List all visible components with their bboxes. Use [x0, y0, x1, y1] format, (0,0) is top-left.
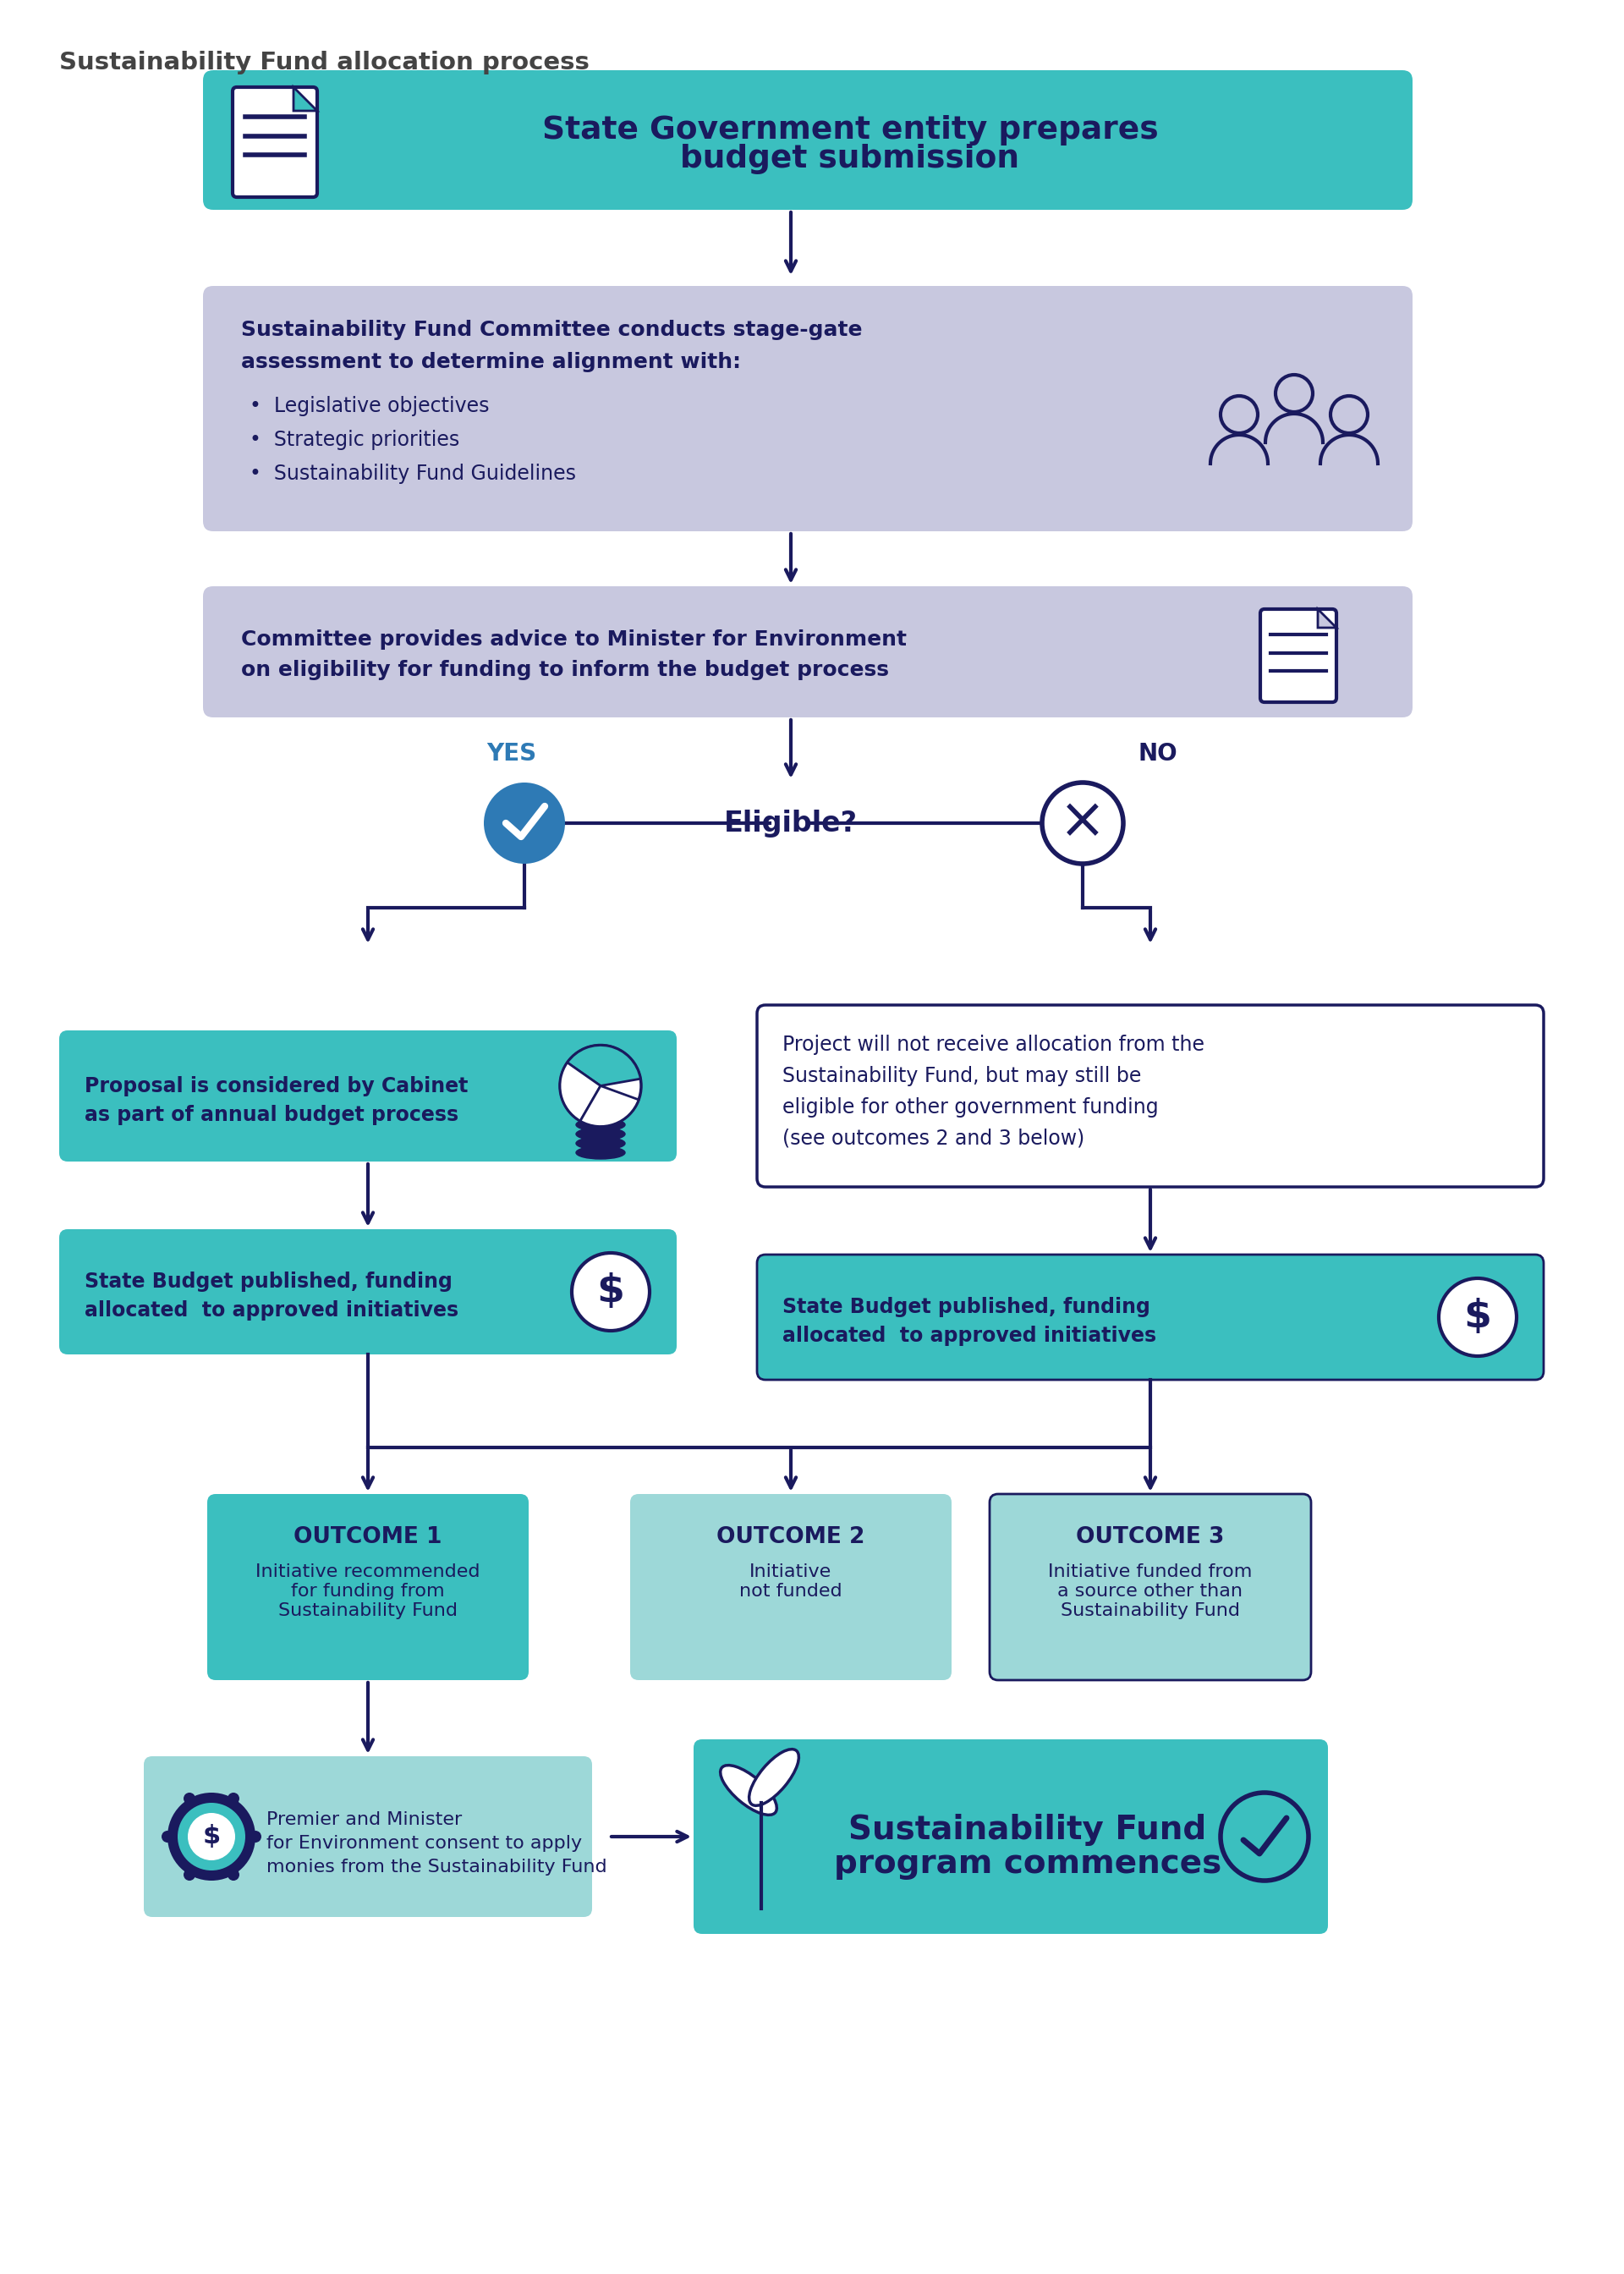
Text: OUTCOME 2: OUTCOME 2: [716, 1526, 866, 1549]
Circle shape: [184, 1792, 195, 1806]
Circle shape: [250, 1831, 261, 1842]
Ellipse shape: [577, 1137, 625, 1151]
Text: Initiative recommended
for funding from
Sustainability Fund: Initiative recommended for funding from …: [255, 1565, 481, 1619]
Text: (see outcomes 2 and 3 below): (see outcomes 2 and 3 below): [783, 1128, 1085, 1148]
FancyBboxPatch shape: [1260, 609, 1337, 703]
Text: State Budget published, funding: State Budget published, funding: [783, 1296, 1150, 1317]
Text: Initiative
not funded: Initiative not funded: [739, 1565, 843, 1601]
Ellipse shape: [577, 1146, 625, 1160]
Circle shape: [188, 1812, 235, 1860]
Text: allocated  to approved initiatives: allocated to approved initiatives: [84, 1301, 458, 1321]
Text: Project will not receive allocation from the: Project will not receive allocation from…: [783, 1035, 1205, 1055]
Polygon shape: [1317, 609, 1337, 628]
Circle shape: [572, 1253, 650, 1330]
Text: •  Legislative objectives: • Legislative objectives: [250, 396, 489, 416]
Text: Committee provides advice to Minister for Environment: Committee provides advice to Minister fo…: [240, 630, 906, 650]
Text: Sustainability Fund Committee conducts stage-gate: Sustainability Fund Committee conducts s…: [240, 321, 862, 341]
Text: State Government entity prepares: State Government entity prepares: [542, 114, 1158, 146]
Circle shape: [227, 1869, 239, 1881]
Text: Sustainability Fund, but may still be: Sustainability Fund, but may still be: [783, 1067, 1142, 1087]
Text: Premier and Minister: Premier and Minister: [266, 1812, 463, 1828]
Text: budget submission: budget submission: [680, 143, 1020, 173]
Wedge shape: [560, 1062, 601, 1121]
Circle shape: [560, 1046, 641, 1126]
Circle shape: [161, 1831, 174, 1842]
Ellipse shape: [721, 1765, 776, 1815]
FancyBboxPatch shape: [630, 1494, 952, 1680]
Text: •  Strategic priorities: • Strategic priorities: [250, 430, 460, 450]
FancyBboxPatch shape: [232, 86, 317, 198]
Text: Sustainability Fund allocation process: Sustainability Fund allocation process: [58, 50, 590, 75]
Text: Initiative funded from
a source other than
Sustainability Fund: Initiative funded from a source other th…: [1047, 1565, 1252, 1619]
FancyBboxPatch shape: [203, 70, 1413, 209]
Text: NO: NO: [1138, 741, 1177, 766]
Text: ×: ×: [1059, 794, 1106, 850]
Circle shape: [177, 1803, 245, 1872]
Text: eligible for other government funding: eligible for other government funding: [783, 1098, 1158, 1117]
Text: for Environment consent to apply: for Environment consent to apply: [266, 1835, 581, 1851]
Text: Sustainability Fund: Sustainability Fund: [849, 1815, 1207, 1846]
Text: as part of annual budget process: as part of annual budget process: [84, 1105, 458, 1126]
FancyBboxPatch shape: [989, 1494, 1311, 1680]
FancyBboxPatch shape: [203, 587, 1413, 716]
Text: Eligible?: Eligible?: [724, 810, 857, 837]
Text: $: $: [1463, 1298, 1491, 1337]
Text: •  Sustainability Fund Guidelines: • Sustainability Fund Guidelines: [250, 464, 577, 484]
Ellipse shape: [749, 1749, 799, 1806]
Text: Proposal is considered by Cabinet: Proposal is considered by Cabinet: [84, 1076, 468, 1096]
Polygon shape: [294, 86, 317, 111]
Text: $: $: [203, 1824, 221, 1849]
Circle shape: [1439, 1278, 1517, 1355]
Text: OUTCOME 1: OUTCOME 1: [294, 1526, 442, 1549]
FancyBboxPatch shape: [203, 287, 1413, 532]
Text: State Budget published, funding: State Budget published, funding: [84, 1271, 453, 1292]
FancyBboxPatch shape: [757, 1005, 1544, 1187]
Text: OUTCOME 3: OUTCOME 3: [1077, 1526, 1224, 1549]
Wedge shape: [567, 1046, 640, 1085]
Text: YES: YES: [487, 741, 538, 766]
FancyBboxPatch shape: [145, 1756, 593, 1917]
Text: on eligibility for funding to inform the budget process: on eligibility for funding to inform the…: [240, 659, 888, 680]
Circle shape: [484, 782, 565, 864]
FancyBboxPatch shape: [757, 1255, 1544, 1380]
FancyBboxPatch shape: [208, 1494, 529, 1680]
Circle shape: [167, 1792, 255, 1881]
Text: monies from the Sustainability Fund: monies from the Sustainability Fund: [266, 1858, 607, 1876]
FancyBboxPatch shape: [693, 1740, 1328, 1933]
Text: assessment to determine alignment with:: assessment to determine alignment with:: [240, 352, 741, 373]
FancyBboxPatch shape: [58, 1030, 677, 1162]
Ellipse shape: [577, 1119, 625, 1130]
Circle shape: [227, 1792, 239, 1806]
Wedge shape: [580, 1085, 638, 1126]
Circle shape: [184, 1869, 195, 1881]
Text: $: $: [596, 1273, 625, 1310]
Text: program commences: program commences: [833, 1846, 1221, 1881]
Ellipse shape: [577, 1128, 625, 1139]
FancyBboxPatch shape: [58, 1230, 677, 1355]
Text: allocated  to approved initiatives: allocated to approved initiatives: [783, 1326, 1156, 1346]
